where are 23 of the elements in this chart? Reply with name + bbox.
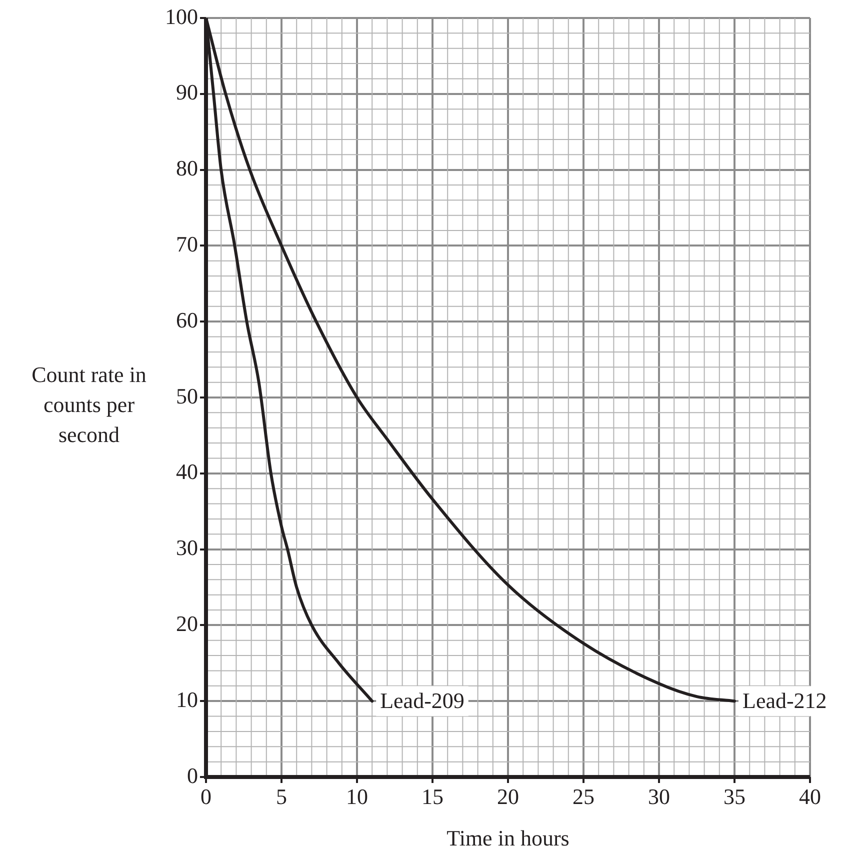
y-tick-label: 0 (187, 762, 198, 788)
series-label: Lead-212 (742, 688, 827, 713)
x-tick-label: 20 (497, 784, 519, 809)
x-tick-label: 25 (572, 784, 594, 809)
x-tick-label: 40 (799, 784, 821, 809)
series-label: Lead-209 (380, 688, 464, 713)
x-axis-title: Time in hours (446, 826, 570, 851)
y-tick-label: 100 (165, 4, 198, 29)
y-axis-title: Count rate in counts per second (30, 361, 148, 449)
y-tick-label: 10 (176, 686, 198, 712)
y-tick-label: 20 (176, 610, 198, 636)
x-tick-label: 30 (648, 784, 670, 809)
x-tick-label: 10 (346, 784, 368, 809)
x-tick-label: 15 (422, 784, 444, 809)
y-tick-label: 90 (176, 80, 198, 105)
y-tick-label: 70 (176, 231, 198, 256)
y-tick-label: 30 (176, 535, 198, 560)
y-tick-label: 60 (176, 307, 198, 332)
y-tick-label: 80 (176, 156, 198, 181)
x-tick-label: 35 (724, 784, 746, 809)
y-tick-label: 50 (176, 383, 198, 408)
y-tick-label: 40 (176, 459, 198, 484)
x-tick-label: 5 (276, 784, 287, 809)
